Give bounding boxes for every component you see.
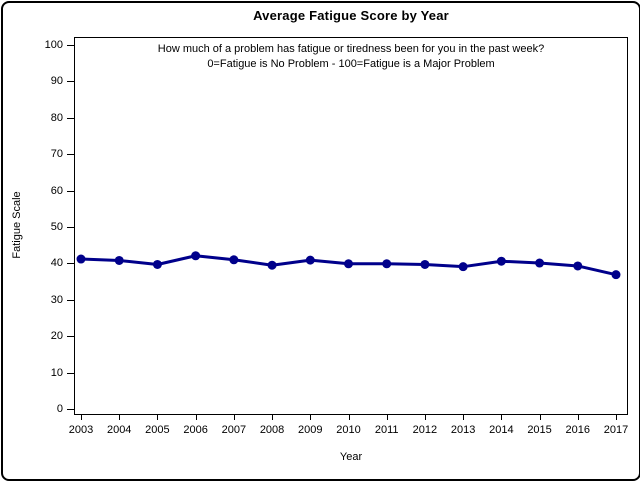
y-tick-mark [67,336,74,338]
y-tick-mark [67,45,74,46]
data-point-2004 [114,255,124,265]
chart-title: Average Fatigue Score by Year [253,8,449,23]
x-tick-mark [501,415,503,420]
x-tick-label: 2011 [374,424,399,436]
x-tick-label: 2013 [450,424,476,436]
x-tick-mark [81,415,82,420]
y-tick-label: 90 [50,75,63,88]
y-tick-label: 20 [50,330,63,343]
x-tick-label: 2016 [565,424,591,436]
x-tick-mark [195,415,197,420]
y-tick-label: 10 [50,366,63,379]
x-tick-label: 2008 [259,424,285,436]
y-tick-mark [67,409,74,410]
x-tick-mark [463,415,465,420]
data-point-2008 [267,260,277,270]
data-point-2016 [573,261,583,271]
y-tick-mark [67,81,74,83]
data-point-2012 [420,259,430,269]
x-tick-mark [348,415,350,420]
y-tick-mark [67,372,74,374]
data-point-2009 [305,255,315,265]
x-tick-mark [577,415,579,420]
data-point-2006 [191,251,201,261]
x-tick-label: 2015 [527,424,552,436]
x-tick-mark [119,415,121,420]
data-point-2010 [344,259,353,269]
plot-area: How much of a problem has fatigue or tir… [45,37,628,436]
data-point-2007 [229,255,239,265]
x-axis-label: Year [339,451,363,463]
y-tick-label: 0 [56,403,63,415]
x-tick-mark [310,415,312,420]
data-point-2017 [611,270,621,280]
chart-subtitle-line1: How much of a problem has fatigue or tir… [157,43,545,55]
x-tick-label: 2012 [412,424,438,436]
data-point-2005 [152,259,162,269]
y-tick-mark [67,190,74,192]
y-tick-mark [67,227,74,228]
data-point-2014 [496,256,506,266]
x-tick-label: 2005 [145,424,170,436]
data-point-2003 [76,254,86,264]
x-tick-label: 2003 [68,424,94,436]
y-tick-label: 70 [50,148,63,161]
x-tick-mark [386,415,388,420]
data-point-2015 [535,258,545,268]
x-tick-label: 2006 [183,424,208,436]
y-tick-mark [67,117,74,119]
x-tick-mark [272,415,274,420]
x-tick-mark [539,415,541,420]
x-tick-mark [424,415,426,420]
y-tick-label: 100 [44,39,63,51]
line-series [76,251,621,280]
y-tick-label: 60 [50,184,63,197]
y-tick-label: 40 [50,257,63,270]
y-tick-mark [67,154,74,156]
data-point-2011 [382,259,392,269]
y-tick-label: 80 [50,111,63,124]
x-tick-label: 2007 [221,424,247,436]
x-tick-label: 2004 [106,424,132,436]
y-tick-mark [67,299,74,301]
x-tick-label: 2009 [298,424,323,436]
x-tick-mark [616,415,617,420]
chart-subtitle: How much of a problem has fatigue or tir… [75,42,627,72]
x-tick-mark [233,415,235,420]
y-tick-label: 50 [50,221,63,233]
y-tick-mark [67,263,74,265]
data-point-2013 [458,262,468,272]
y-tick-label: 30 [50,293,63,306]
x-tick-mark [157,415,159,420]
chart-subtitle-line2: 0=Fatigue is No Problem - 100=Fatigue is… [207,58,495,70]
x-tick-label: 2010 [336,424,361,436]
x-tick-label: 2017 [603,424,629,436]
x-tick-label: 2014 [489,424,514,436]
y-axis-label: Fatigue Scale [11,191,23,259]
